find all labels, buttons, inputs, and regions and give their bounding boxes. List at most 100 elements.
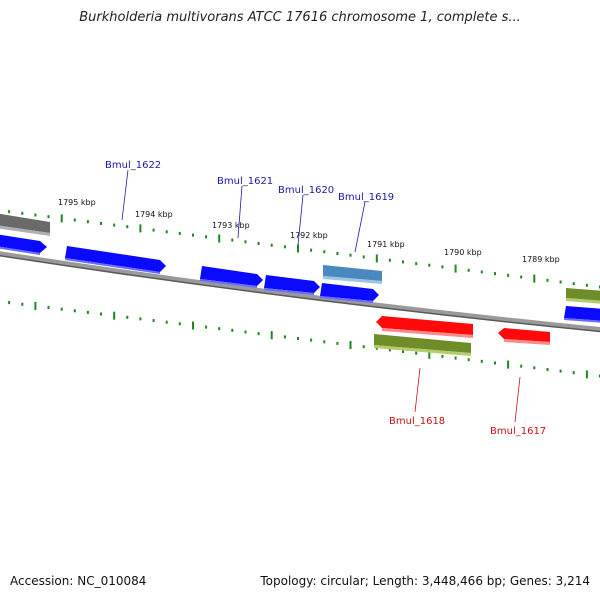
minor-tick xyxy=(165,320,168,324)
major-tick xyxy=(428,350,431,359)
minor-tick xyxy=(310,248,313,252)
minor-tick xyxy=(139,317,142,321)
minor-tick xyxy=(297,337,299,340)
gray-feature[interactable] xyxy=(0,213,50,236)
minor-tick xyxy=(415,351,418,355)
major-tick xyxy=(349,341,352,349)
minor-tick xyxy=(388,348,391,352)
minor-tick xyxy=(86,310,89,314)
minor-tick xyxy=(113,223,116,227)
minor-tick xyxy=(47,215,50,219)
minor-tick xyxy=(323,250,326,254)
tick-label: 1792 kbp xyxy=(290,231,328,240)
minor-tick xyxy=(8,210,11,214)
minor-tick xyxy=(244,240,247,244)
minor-tick xyxy=(73,309,76,313)
minor-tick xyxy=(86,220,89,224)
minor-tick xyxy=(310,338,313,342)
minor-tick xyxy=(100,312,102,316)
minor-tick xyxy=(205,235,208,239)
minor-tick xyxy=(60,307,63,311)
accession-label: Accession: NC_010084 xyxy=(10,574,147,588)
minor-tick xyxy=(323,340,326,344)
minor-tick xyxy=(467,358,470,362)
tick-label: 1794 kbp xyxy=(135,210,173,219)
minor-tick xyxy=(270,243,273,247)
major-tick xyxy=(218,234,221,243)
tick-label: 1790 kbp xyxy=(444,248,482,257)
major-tick xyxy=(60,214,63,223)
minor-tick xyxy=(257,242,260,245)
tick-label: 1789 kbp xyxy=(522,255,560,264)
minor-tick xyxy=(21,302,24,306)
reverse-gene-arrow[interactable] xyxy=(376,316,473,338)
minor-tick xyxy=(480,359,483,363)
chromosome-backbone xyxy=(0,251,600,333)
forward-gene-arrow[interactable] xyxy=(264,275,320,295)
olive-feature[interactable] xyxy=(566,288,600,304)
highlighted-gene[interactable] xyxy=(323,265,382,284)
minor-tick xyxy=(283,245,286,249)
forward-gene-arrow[interactable] xyxy=(0,234,47,255)
minor-tick xyxy=(152,319,155,323)
minor-tick xyxy=(375,346,378,350)
tick-label: 1795 kbp xyxy=(58,198,96,207)
gene-label-bmul-1618[interactable]: Bmul_1618 xyxy=(389,416,445,427)
minor-tick xyxy=(572,282,575,286)
major-tick xyxy=(507,360,510,369)
gene-label-bmul-1619[interactable]: Bmul_1619 xyxy=(338,192,394,203)
major-tick xyxy=(34,301,37,310)
minor-tick xyxy=(349,253,352,257)
major-tick xyxy=(270,331,273,340)
minor-tick xyxy=(546,278,549,282)
minor-tick xyxy=(205,325,208,329)
minor-tick xyxy=(402,260,404,264)
leader-line xyxy=(414,367,421,413)
leader-line xyxy=(121,169,129,221)
minor-tick xyxy=(546,368,549,371)
minor-tick xyxy=(178,322,181,326)
gene-label-bmul-1622[interactable]: Bmul_1622 xyxy=(105,160,161,171)
olive-feature[interactable] xyxy=(374,334,471,356)
gene-label-bmul-1620[interactable]: Bmul_1620 xyxy=(278,185,334,196)
minor-tick xyxy=(244,330,247,334)
gene-label-bmul-1621[interactable]: Bmul_1621 xyxy=(217,176,273,187)
tick-label: 1793 kbp xyxy=(212,221,250,230)
major-tick xyxy=(139,224,142,233)
minor-tick xyxy=(231,238,234,242)
minor-tick xyxy=(533,366,536,370)
minor-tick xyxy=(428,263,431,267)
tick-label: 1791 kbp xyxy=(367,240,405,249)
forward-gene-arrow[interactable] xyxy=(320,283,379,303)
forward-gene-arrow[interactable] xyxy=(65,246,166,274)
minor-tick xyxy=(100,221,102,225)
minor-tick xyxy=(165,230,168,234)
minor-tick xyxy=(467,268,470,272)
gene-label-bmul-1617[interactable]: Bmul_1617 xyxy=(490,426,546,437)
major-tick xyxy=(192,321,194,330)
minor-tick xyxy=(585,283,588,287)
minor-tick xyxy=(47,306,50,309)
minor-tick xyxy=(559,369,562,373)
minor-tick xyxy=(218,327,221,331)
minor-tick xyxy=(126,315,129,319)
reverse-gene-arrow[interactable] xyxy=(498,328,550,345)
forward-gene-arrow[interactable] xyxy=(564,306,600,323)
major-tick xyxy=(585,370,588,379)
minor-tick xyxy=(336,341,339,345)
leader-line xyxy=(237,185,243,239)
leader-line xyxy=(297,194,304,246)
major-tick xyxy=(375,254,378,263)
minor-tick xyxy=(494,272,496,276)
minor-tick xyxy=(507,273,510,277)
minor-tick xyxy=(336,252,339,255)
forward-gene-arrow[interactable] xyxy=(200,266,263,288)
minor-tick xyxy=(441,354,444,358)
minor-tick xyxy=(402,350,404,353)
minor-tick xyxy=(362,255,365,259)
leader-line xyxy=(354,201,366,253)
minor-tick xyxy=(362,345,365,349)
minor-tick xyxy=(192,233,194,237)
minor-tick xyxy=(231,328,234,332)
